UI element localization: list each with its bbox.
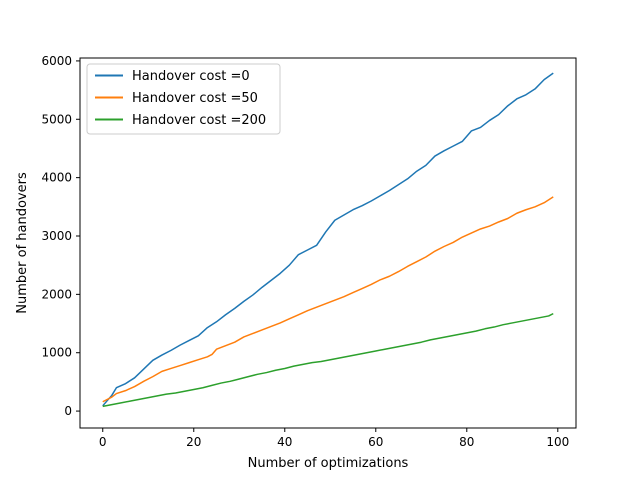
y-tick-label: 5000 — [41, 112, 72, 126]
y-tick-label: 2000 — [41, 287, 72, 301]
legend-label: Handover cost =0 — [132, 69, 250, 84]
axes-frame — [79, 57, 577, 429]
y-axis-ticks: 0 1000 2000 3000 4000 5000 6000 — [41, 54, 80, 418]
x-tick-label: 80 — [459, 435, 474, 449]
legend-label: Handover cost =200 — [132, 113, 266, 128]
y-tick-label: 3000 — [41, 229, 72, 243]
x-tick-label: 60 — [368, 435, 383, 449]
x-tick-label: 20 — [186, 435, 201, 449]
y-tick-label: 4000 — [41, 171, 72, 185]
series-line — [102, 196, 554, 403]
x-tick-label: 40 — [277, 435, 292, 449]
y-tick-label: 6000 — [41, 54, 72, 68]
y-axis-label: Number of handovers — [15, 172, 30, 314]
plot-lines — [102, 72, 554, 408]
legend: Handover cost =0 Handover cost =50 Hando… — [86, 63, 281, 135]
x-tick-label: 0 — [99, 435, 107, 449]
series-line — [102, 72, 554, 407]
x-tick-label: 100 — [546, 435, 569, 449]
y-tick-label: 1000 — [41, 346, 72, 360]
legend-box — [86, 63, 281, 135]
x-axis-label: Number of optimizations — [248, 456, 409, 471]
series-line — [102, 312, 554, 408]
x-axis-ticks: 0 20 40 60 80 100 — [99, 428, 569, 449]
y-tick-label: 0 — [64, 404, 72, 418]
legend-label: Handover cost =50 — [132, 91, 258, 106]
